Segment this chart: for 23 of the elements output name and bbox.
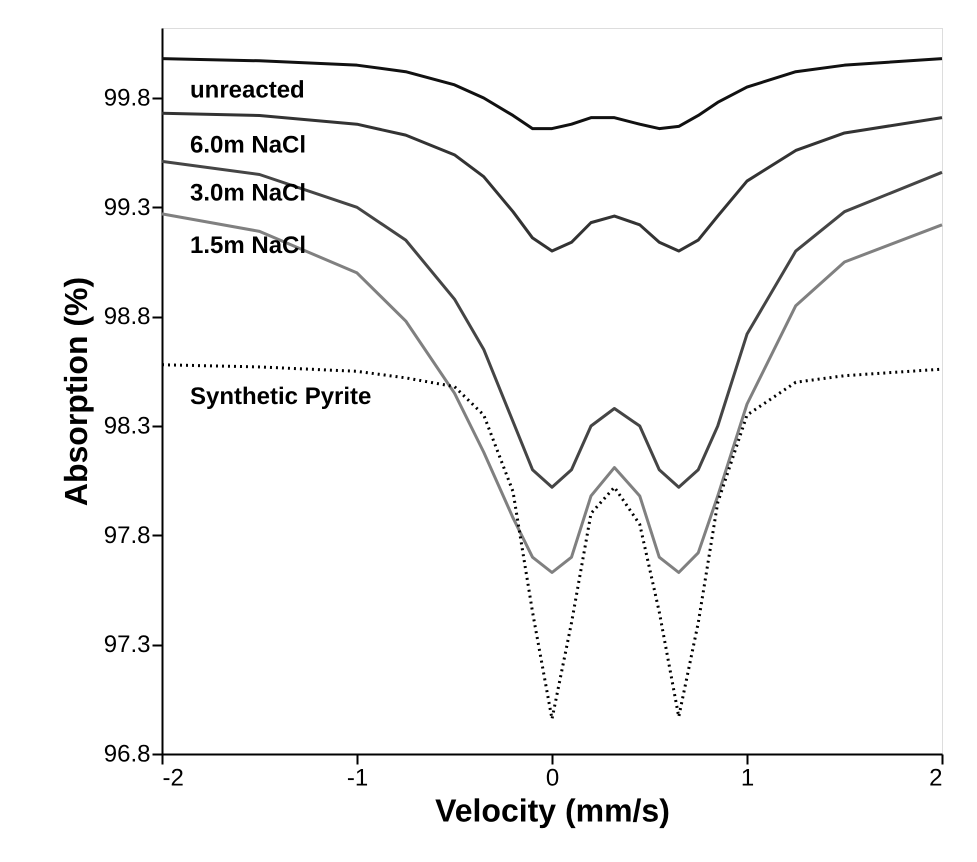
x-tick-label: -1 [346, 764, 368, 792]
y-tick-label: 97.3 [104, 631, 150, 658]
series-label: unreacted [190, 76, 305, 104]
series-label: Synthetic Pyrite [190, 382, 372, 410]
line-series [160, 212, 944, 574]
y-tick-label: 97.8 [104, 522, 150, 549]
y-tick-label: 99.8 [104, 84, 150, 112]
x-axis-title: Velocity (mm/s) [435, 792, 670, 828]
y-tick-label: 98.3 [104, 412, 150, 440]
y-tick-label: 98.8 [104, 303, 150, 330]
x-tick-label: 2 [929, 764, 942, 792]
y-tick-label: 96.8 [104, 740, 150, 768]
line-series [160, 57, 944, 130]
series-label: 3.0m NaCl [190, 179, 306, 206]
y-axis-title: Absorption (%) [58, 276, 94, 506]
y-tick-label: 99.3 [104, 194, 150, 221]
line-series [160, 112, 944, 253]
series-label: 6.0m NaCl [190, 131, 306, 158]
series-label: 1.5m NaCl [190, 232, 306, 259]
x-tick-label: 1 [740, 764, 754, 792]
x-tick-label: 0 [546, 764, 560, 792]
x-tick-label: -2 [162, 764, 184, 792]
line-series [160, 160, 944, 489]
